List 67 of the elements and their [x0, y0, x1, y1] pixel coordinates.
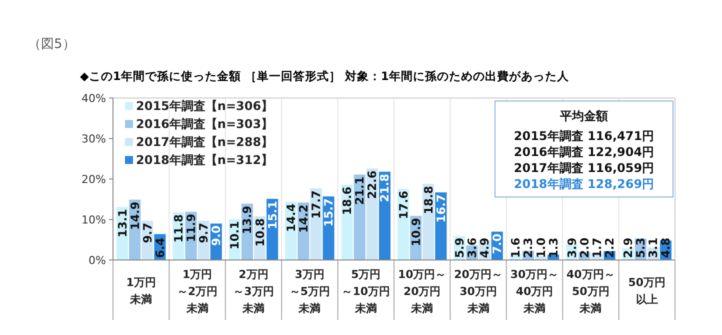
y-tick-label: 20% — [82, 173, 106, 186]
data-label: 14.9 — [128, 202, 142, 230]
data-label: 2.2 — [602, 238, 617, 258]
x-tick-label: 40万円～50万円未満 — [566, 268, 615, 315]
data-label: 3.1 — [646, 238, 660, 258]
data-label: 2.9 — [621, 238, 636, 258]
data-label: 5.3 — [634, 238, 648, 258]
data-label: 13.9 — [240, 206, 254, 234]
annotation: 2017年調査 116,059円 — [514, 161, 654, 175]
data-label: 1.3 — [546, 238, 560, 258]
x-tick-label: 30万円～40万円未満 — [510, 268, 559, 315]
data-label: 10.1 — [228, 221, 242, 250]
y-tick-label: 30% — [82, 132, 106, 146]
data-label: 13.1 — [115, 208, 130, 238]
x-tick-label: 2万円～3万円未満 — [233, 268, 274, 315]
data-label: 2.0 — [577, 238, 592, 258]
legend-label: 2017年調査【n=288】 — [136, 135, 274, 149]
data-label: 17.7 — [308, 190, 323, 219]
y-tick-label: 10% — [82, 214, 106, 226]
data-label: 1.0 — [534, 238, 548, 258]
data-label: 14.2 — [296, 204, 310, 233]
x-tick-label: 20万円～30万円未満 — [454, 268, 502, 315]
data-label: 4.9 — [478, 238, 492, 258]
data-label: 18.6 — [340, 186, 354, 216]
x-tick-label: 50万円以上 — [628, 276, 666, 306]
data-label: 9.7 — [140, 222, 154, 244]
data-label: 11.9 — [184, 214, 198, 242]
data-label: 21.8 — [378, 174, 392, 202]
data-label: 9.0 — [209, 226, 224, 246]
data-label: 9.7 — [196, 222, 211, 244]
x-tick-label: 10万円～20万円未満 — [398, 268, 446, 315]
y-tick-label: 40% — [82, 92, 106, 105]
legend-label: 2018年調査【n=312】 — [136, 153, 274, 167]
data-label: 15.1 — [265, 200, 280, 230]
bar — [310, 188, 322, 260]
annotation: 2018年調査 128,269円 — [514, 177, 654, 191]
data-label: 10.8 — [252, 218, 267, 247]
data-label: 4.8 — [658, 238, 673, 258]
data-label: 3.9 — [564, 238, 579, 258]
data-label: 10.9 — [408, 218, 423, 246]
legend-label: 2015年調査【n=306】 — [136, 99, 274, 113]
data-label: 16.7 — [434, 194, 448, 223]
x-tick-label: 3万円～5万円未満 — [289, 268, 330, 315]
data-label: 11.8 — [171, 214, 186, 243]
x-tick-label: 5万円～10万円未満 — [342, 268, 390, 315]
x-tick-label: 1万円未満 — [126, 276, 156, 306]
data-label: 22.6 — [365, 170, 380, 199]
data-label: 2.3 — [521, 238, 536, 258]
y-tick-label: 0% — [88, 254, 106, 267]
annotation: 2016年調査 122,904円 — [514, 145, 654, 159]
data-label: 5.9 — [452, 238, 466, 258]
data-label: 7.0 — [490, 234, 504, 254]
annotation: 平均金額 — [559, 109, 608, 123]
data-label: 18.8 — [421, 186, 436, 214]
legend-label: 2016年調査【n=303】 — [136, 117, 274, 131]
data-label: 21.1 — [352, 176, 367, 205]
data-label: 15.7 — [322, 198, 336, 227]
data-label: 14.4 — [284, 204, 298, 232]
data-label: 6.4 — [152, 238, 167, 258]
text: （図5） — [28, 37, 76, 52]
data-label: 1.7 — [590, 238, 604, 258]
chart-title: ◆この1年間で孫に使った金額 ［単一回答形式］ 対象：1年間に孫のための出費があった人 — [80, 69, 570, 83]
data-label: 1.6 — [508, 238, 523, 258]
data-label: 3.6 — [465, 238, 480, 258]
x-tick-label: 1万円～2万円未満 — [176, 268, 218, 315]
annotation: 2015年調査 116,471円 — [514, 129, 654, 143]
data-label: 17.6 — [396, 190, 410, 220]
